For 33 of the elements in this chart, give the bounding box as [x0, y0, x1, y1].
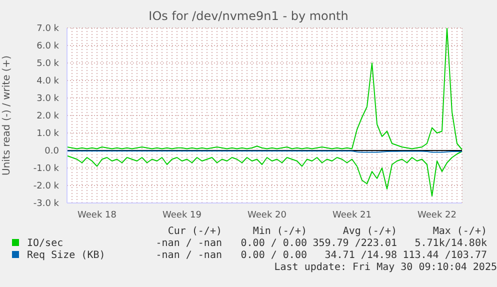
y-tick-label: 2.0 k	[36, 112, 60, 122]
text: Max (-/+)	[432, 226, 487, 238]
y-tick-label: 3.0 k	[36, 94, 60, 104]
text: Last update: Fri May 30 09:10:04 2025	[273, 262, 497, 274]
x-tick-label: Week 18	[78, 210, 117, 220]
y-tick-label: 5.0 k	[36, 59, 60, 70]
y-axis-title: Units read (-) / write (+)	[2, 55, 13, 176]
text: Min (-/+)	[252, 226, 307, 238]
text: 5.71k/14.80k	[414, 238, 487, 250]
text: 34.71 /14.98	[324, 250, 397, 262]
legend-label: Req Size (KB)	[26, 250, 106, 262]
text: Cur (-/+)	[166, 226, 222, 238]
y-tick-label: 1.0 k	[36, 129, 60, 140]
y-tick-label: -2.0 k	[33, 182, 60, 192]
y-tick-label: 6.0 k	[36, 42, 60, 52]
text: 0.00 / 0.00	[240, 250, 307, 262]
y-tick-label: 7.0 k	[36, 24, 60, 34]
y-tick-label: -1.0 k	[33, 164, 60, 174]
legend-label: IO/sec	[26, 238, 64, 250]
x-tick-label: Week 21	[332, 210, 372, 220]
text: 0.00 / 0.00	[240, 238, 307, 250]
text: 113.44 /103.77	[402, 250, 487, 262]
x-tick-label: Week 20	[248, 210, 287, 220]
text: -nan / -nan	[154, 250, 222, 262]
x-tick-label: Week 22	[418, 210, 456, 220]
text: -nan / -nan	[154, 238, 222, 250]
x-tick-label: Week 19	[162, 210, 202, 220]
chart-title: IOs for /dev/nvme9n1 - by month	[148, 9, 350, 23]
y-tick-label: -3.0 k	[33, 199, 60, 210]
text: 359.79 /223.01	[312, 238, 397, 250]
y-tick-label: 0.0	[44, 146, 60, 157]
text: Avg (-/+)	[342, 226, 397, 238]
y-tick-label: 4.0 k	[36, 76, 60, 87]
